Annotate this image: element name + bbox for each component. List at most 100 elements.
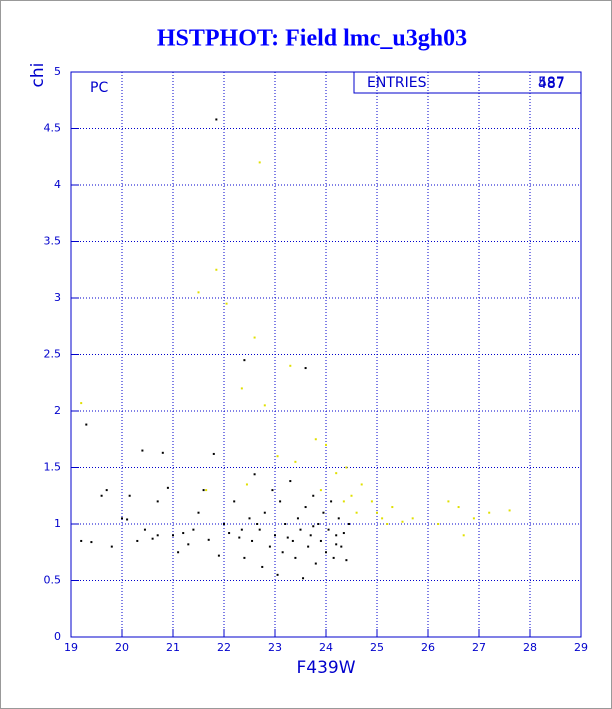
point <box>350 494 353 497</box>
chart-title: HSTPHOT: Field lmc_u3gh03 <box>157 26 467 52</box>
point <box>360 483 363 486</box>
point <box>276 573 279 576</box>
point <box>85 423 88 426</box>
x-tick-label: 20 <box>115 641 129 654</box>
point <box>332 556 335 559</box>
point <box>268 545 271 548</box>
point <box>215 118 218 121</box>
point <box>347 523 350 525</box>
point <box>263 404 266 407</box>
point <box>330 500 333 503</box>
point <box>294 556 297 559</box>
x-tick-label: 29 <box>574 641 588 654</box>
point <box>205 489 208 492</box>
point <box>253 336 256 339</box>
point <box>243 556 246 559</box>
point <box>447 500 450 503</box>
point <box>121 517 123 520</box>
point <box>457 506 460 509</box>
y-tick-label: 1.5 <box>44 461 62 474</box>
y-tick-label: 4 <box>54 178 61 191</box>
point <box>223 523 225 525</box>
y-axis-label: chi <box>28 63 48 88</box>
y-tick-label: 1 <box>54 517 61 530</box>
point <box>192 528 195 531</box>
point <box>281 551 284 554</box>
stats-entries: 587 <box>538 75 565 91</box>
stats-label: ENTRIES <box>367 75 427 91</box>
point <box>342 500 345 503</box>
point <box>508 509 511 512</box>
point <box>151 537 154 540</box>
point <box>276 455 279 458</box>
point <box>401 520 404 523</box>
point <box>156 500 159 503</box>
point <box>296 517 299 520</box>
point <box>314 562 317 565</box>
point <box>126 518 129 521</box>
point <box>304 506 307 509</box>
point <box>172 534 174 537</box>
point <box>263 511 266 514</box>
point <box>233 500 236 503</box>
x-tick-label: 25 <box>370 641 384 654</box>
point <box>335 543 338 546</box>
point <box>327 528 330 531</box>
point <box>80 402 83 405</box>
point <box>274 534 276 537</box>
x-tick-label: 21 <box>166 641 180 654</box>
x-tick-label: 28 <box>523 641 537 654</box>
point <box>335 472 338 475</box>
point <box>325 443 327 446</box>
y-tick-label: 0 <box>54 630 61 643</box>
point <box>325 551 327 554</box>
point <box>238 536 241 539</box>
point <box>319 539 322 542</box>
point <box>243 359 246 362</box>
point <box>177 551 180 554</box>
point <box>337 517 340 520</box>
point <box>345 466 348 469</box>
point <box>271 489 274 492</box>
point <box>161 451 164 454</box>
point <box>302 577 305 580</box>
point <box>240 387 243 390</box>
point <box>289 364 292 367</box>
point <box>105 489 108 492</box>
point <box>437 523 440 525</box>
point <box>100 494 103 497</box>
panel-label: PC <box>90 80 108 96</box>
x-tick-label: 19 <box>64 641 78 654</box>
x-tick-label: 24 <box>319 641 333 654</box>
y-tick-label: 0.5 <box>44 574 62 587</box>
point <box>370 500 373 503</box>
point <box>462 534 465 537</box>
stats-entries: 487 <box>538 76 565 92</box>
point <box>197 511 200 514</box>
point <box>225 302 228 305</box>
x-tick-label: 26 <box>421 641 435 654</box>
point <box>212 452 215 455</box>
point <box>279 500 282 503</box>
point <box>258 161 261 164</box>
point <box>110 545 113 548</box>
point <box>299 528 302 531</box>
point <box>136 539 139 542</box>
point <box>312 494 315 497</box>
point <box>258 528 261 531</box>
y-tick-label: 3.5 <box>44 235 62 248</box>
point <box>261 565 264 568</box>
plot-frame <box>70 71 582 638</box>
point <box>256 523 259 525</box>
point <box>376 511 378 514</box>
point <box>284 523 287 525</box>
y-tick-label: 2 <box>54 404 61 417</box>
point <box>240 528 243 531</box>
point <box>472 517 475 520</box>
point <box>253 473 256 476</box>
point <box>251 539 254 542</box>
point <box>314 438 317 441</box>
x-axis-label: F439W <box>296 658 355 678</box>
point <box>317 523 320 525</box>
